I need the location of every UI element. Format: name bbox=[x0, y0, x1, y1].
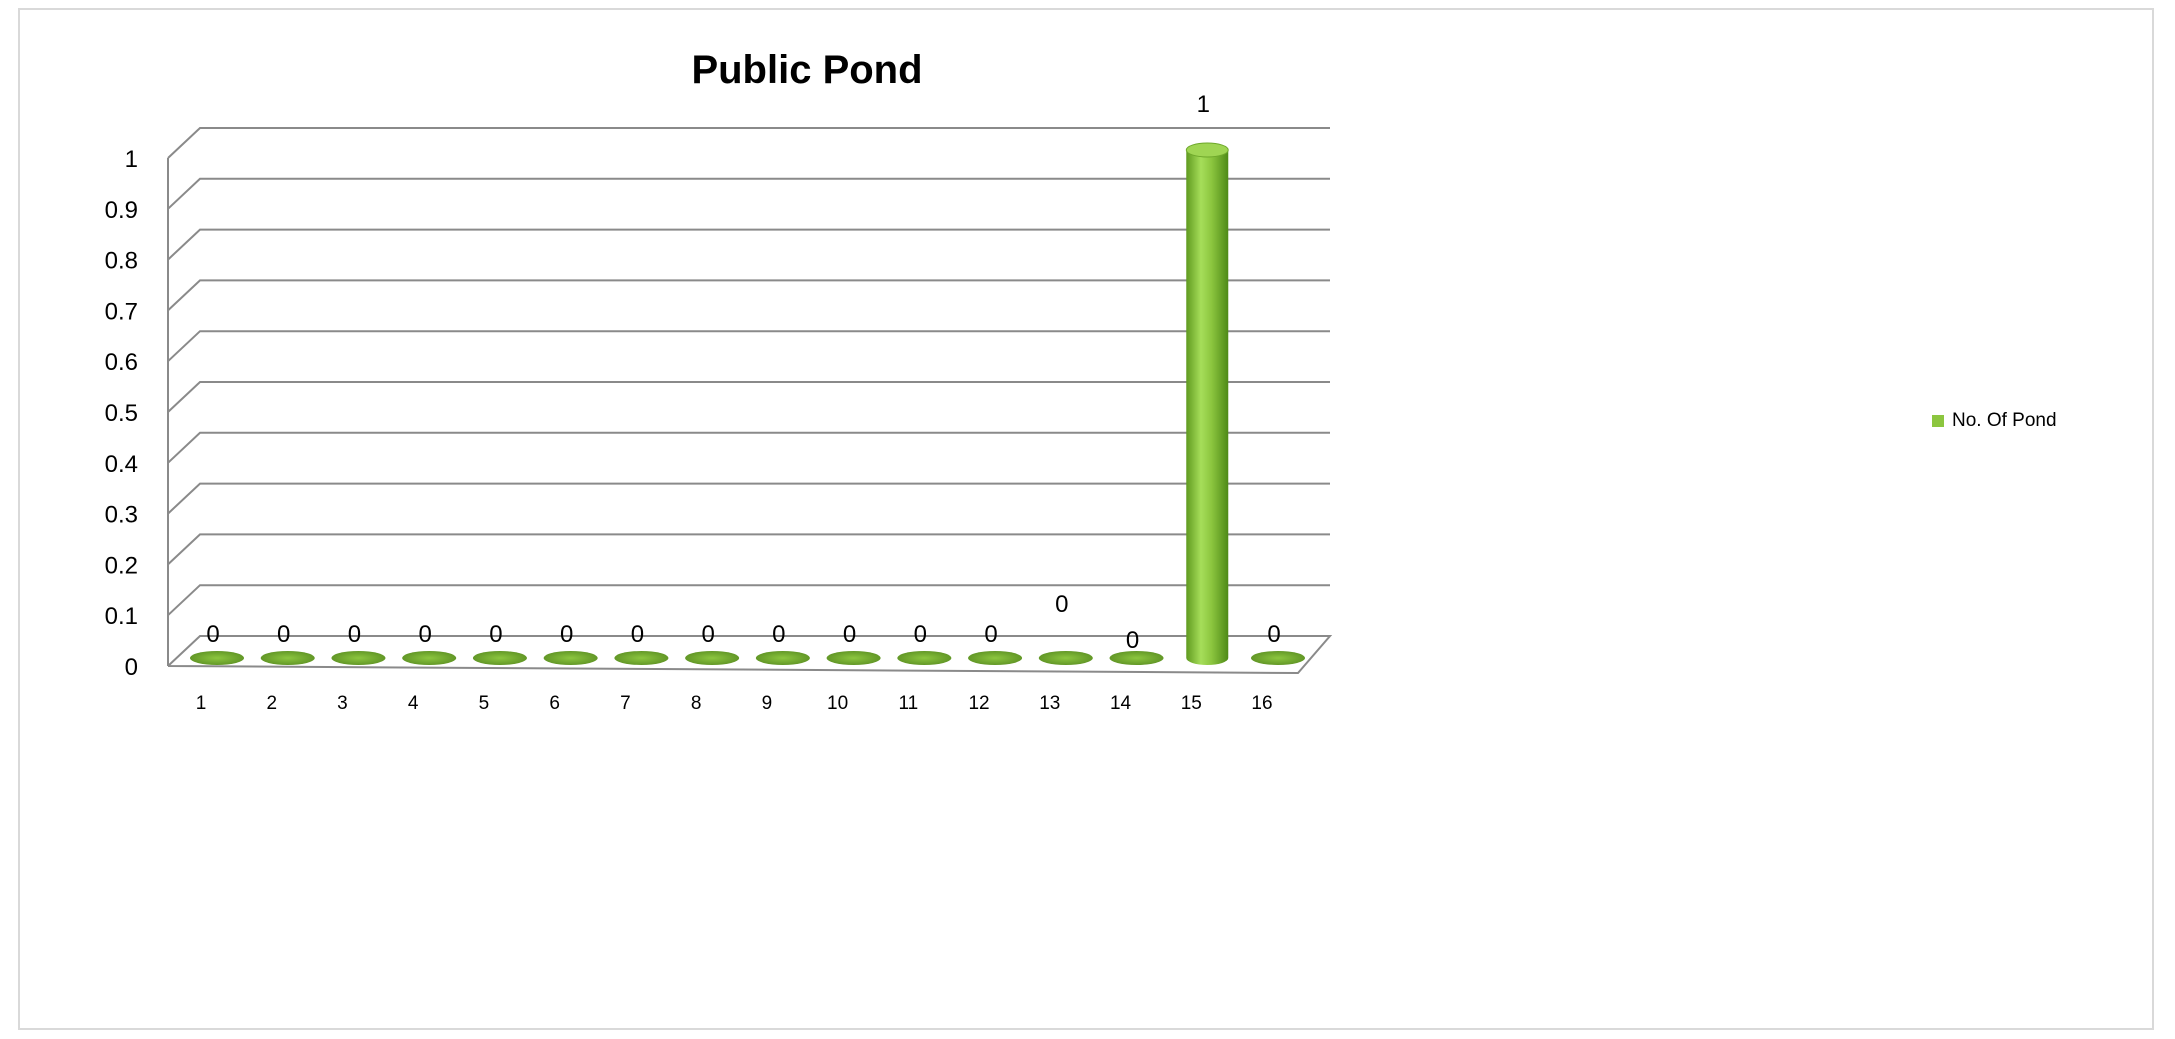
gridline bbox=[167, 482, 1330, 515]
x-tick-label: 6 bbox=[549, 693, 560, 714]
y-tick-label: 0.6 bbox=[105, 349, 138, 376]
data-label: 0 bbox=[348, 621, 361, 648]
bar bbox=[331, 651, 386, 665]
floor bbox=[167, 635, 1333, 675]
x-tick-label: 1 bbox=[196, 693, 207, 714]
data-label: 0 bbox=[984, 621, 997, 648]
x-tick-label: 7 bbox=[620, 693, 631, 714]
gridline bbox=[167, 279, 1330, 312]
data-label: 0 bbox=[631, 621, 644, 648]
gridline bbox=[167, 381, 1330, 413]
gridline bbox=[167, 177, 1330, 210]
y-tick-label: 0.9 bbox=[105, 197, 138, 224]
legend-swatch bbox=[1932, 415, 1944, 427]
data-label: 0 bbox=[1267, 621, 1280, 648]
y-tick-label: 0.3 bbox=[105, 502, 138, 529]
data-label: 0 bbox=[419, 621, 432, 648]
data-label: 0 bbox=[772, 621, 785, 648]
y-tick-label: 0.1 bbox=[105, 603, 138, 630]
bar bbox=[190, 651, 244, 665]
x-tick-label: 13 bbox=[1039, 693, 1060, 714]
y-axis: 0 0.1 0.2 0.3 0.4 0.5 0.6 0.7 0.8 0.9 1 bbox=[105, 146, 138, 681]
y-tick-label: 0.2 bbox=[105, 552, 138, 579]
data-label: 0 bbox=[489, 621, 502, 648]
bar-top bbox=[1185, 142, 1229, 158]
y-tick-label: 0 bbox=[125, 654, 138, 681]
bar bbox=[826, 651, 881, 665]
x-tick-label: 3 bbox=[337, 693, 348, 714]
chart-title: Public Pond bbox=[691, 48, 923, 92]
data-label: 0 bbox=[914, 621, 927, 648]
y-tick-label: 0.5 bbox=[105, 400, 138, 427]
bar bbox=[614, 651, 669, 665]
x-tick-label: 9 bbox=[762, 693, 773, 714]
x-axis: 1 2 3 4 5 6 7 8 9 10 11 12 13 14 15 16 bbox=[196, 693, 1273, 714]
bar bbox=[402, 651, 457, 665]
y-tick-label: 0.4 bbox=[105, 451, 138, 478]
bar bbox=[260, 651, 315, 665]
gridline bbox=[167, 228, 1330, 261]
bar bbox=[543, 651, 598, 665]
data-labels: 0 0 0 0 0 0 0 0 0 0 0 0 0 0 1 0 bbox=[206, 91, 1280, 654]
bar bbox=[1186, 150, 1229, 666]
gridline bbox=[167, 431, 1330, 464]
bars bbox=[190, 142, 1305, 666]
bar bbox=[1251, 651, 1305, 665]
x-tick-label: 12 bbox=[968, 693, 989, 714]
bar bbox=[968, 651, 1023, 665]
data-label: 0 bbox=[1126, 627, 1139, 654]
data-label: 0 bbox=[843, 621, 856, 648]
y-tick-label: 1 bbox=[125, 146, 138, 173]
bar bbox=[685, 651, 740, 665]
gridlines bbox=[167, 127, 1333, 675]
x-tick-label: 11 bbox=[898, 693, 918, 714]
data-label: 0 bbox=[1055, 591, 1068, 618]
legend: No. Of Pond bbox=[1932, 410, 2057, 432]
data-label: 1 bbox=[1197, 91, 1210, 118]
x-tick-label: 5 bbox=[479, 693, 490, 714]
bar bbox=[755, 651, 810, 665]
gridline bbox=[167, 584, 1330, 616]
bar bbox=[1109, 651, 1164, 665]
x-tick-label: 8 bbox=[691, 693, 702, 714]
data-label: 0 bbox=[206, 621, 219, 648]
y-tick-label: 0.8 bbox=[105, 248, 138, 275]
data-label: 0 bbox=[277, 621, 290, 648]
x-tick-label: 2 bbox=[266, 693, 277, 714]
gridline bbox=[167, 330, 1330, 362]
x-tick-label: 4 bbox=[408, 693, 419, 714]
x-tick-label: 15 bbox=[1181, 693, 1202, 714]
bar bbox=[897, 651, 952, 665]
bar bbox=[1038, 651, 1093, 665]
x-tick-label: 16 bbox=[1251, 693, 1272, 714]
legend-label: No. Of Pond bbox=[1952, 410, 2057, 431]
gridline bbox=[167, 533, 1330, 566]
y-tick-label: 0.7 bbox=[105, 298, 138, 325]
gridline bbox=[167, 127, 1330, 159]
bar bbox=[472, 651, 527, 665]
data-label: 0 bbox=[560, 621, 573, 648]
x-tick-label: 10 bbox=[827, 693, 848, 714]
x-tick-label: 14 bbox=[1110, 693, 1132, 714]
data-label: 0 bbox=[701, 621, 714, 648]
